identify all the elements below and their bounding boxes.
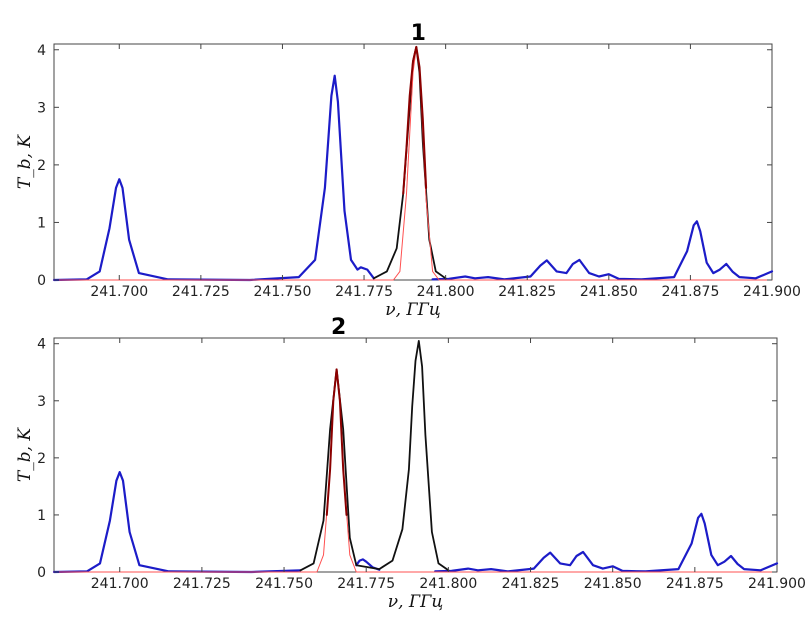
x-tick-label: 241.700 bbox=[91, 576, 149, 592]
series-total-fit-3 bbox=[299, 339, 450, 572]
y-tick-label: 4 bbox=[37, 337, 46, 353]
x-tick-label: 241.750 bbox=[255, 576, 313, 592]
y-tick-label: 2 bbox=[37, 158, 46, 174]
x-tick-label: 241.850 bbox=[580, 284, 638, 300]
series-highlighted-peak-5 bbox=[325, 368, 348, 516]
x-tick-label: 241.900 bbox=[743, 284, 801, 300]
x-tick-label: 241.800 bbox=[417, 284, 475, 300]
y-axis-label: T_b, K bbox=[15, 427, 35, 483]
x-tick-label: 241.825 bbox=[502, 576, 560, 592]
series-highlighted-peak-4 bbox=[402, 45, 428, 195]
chart-panel-bottom: 241.700 241.725 241.750 241.775 241.800 241.8… bbox=[15, 315, 806, 612]
series-spectrum-0 bbox=[52, 471, 302, 574]
x-axis-label: ν, ГГц bbox=[388, 592, 444, 612]
x-tick-label: 241.900 bbox=[748, 576, 806, 592]
y-tick-label: 0 bbox=[37, 565, 46, 581]
y-tick-label: 1 bbox=[37, 508, 46, 524]
y-axis-label: T_b, K bbox=[15, 134, 35, 190]
x-tick-label: 241.725 bbox=[172, 284, 230, 300]
peak-annotation: 1 bbox=[411, 21, 426, 46]
peak-annotation: 2 bbox=[331, 315, 346, 340]
x-axis-label: ν, ГГц bbox=[385, 300, 441, 320]
series-spectrum-2 bbox=[434, 512, 779, 573]
series-spectrum-0 bbox=[52, 74, 375, 282]
y-tick-label: 3 bbox=[37, 100, 46, 116]
x-tick-label: 241.750 bbox=[254, 284, 312, 300]
y-tick-label: 4 bbox=[37, 43, 46, 59]
x-tick-label: 241.850 bbox=[584, 576, 642, 592]
x-tick-label: 241.700 bbox=[90, 284, 148, 300]
x-tick-label: 241.875 bbox=[661, 284, 719, 300]
x-tick-label: 241.775 bbox=[335, 284, 393, 300]
y-tick-label: 1 bbox=[37, 215, 46, 231]
series-total-fit-2 bbox=[372, 46, 447, 280]
chart-panel-top: 241.700 241.725 241.750 241.775 241.800 241.8… bbox=[15, 21, 801, 320]
series-component-3 bbox=[53, 46, 773, 281]
x-tick-label: 241.800 bbox=[419, 576, 477, 592]
plot-frame bbox=[53, 43, 773, 281]
y-tick-label: 3 bbox=[37, 394, 46, 410]
y-tick-label: 0 bbox=[37, 273, 46, 289]
y-tick-label: 2 bbox=[37, 451, 46, 467]
series-spectrum-1 bbox=[431, 220, 774, 281]
x-tick-label: 241.725 bbox=[173, 576, 231, 592]
x-tick-label: 241.775 bbox=[337, 576, 395, 592]
x-tick-label: 241.825 bbox=[498, 284, 556, 300]
x-tick-label: 241.875 bbox=[666, 576, 724, 592]
series-component-4 bbox=[53, 368, 778, 573]
